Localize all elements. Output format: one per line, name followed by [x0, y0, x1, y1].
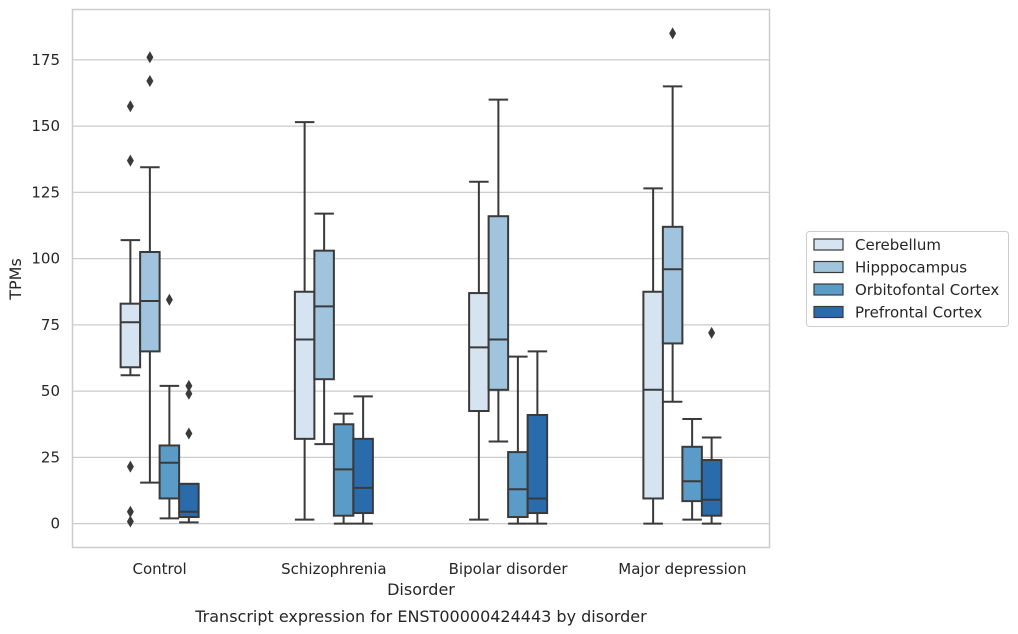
y-tick-label: 25 [41, 448, 60, 466]
chart-caption: Transcript expression for ENST0000042444… [194, 607, 647, 626]
outlier-marker [126, 505, 134, 518]
y-tick-label: 150 [31, 117, 60, 135]
x-tick-label: Control [133, 560, 187, 578]
box-iqr [700, 459, 723, 517]
y-tick-label: 50 [41, 382, 60, 400]
box-3-1 [352, 395, 374, 525]
y-tick-label: 100 [31, 250, 60, 268]
legend-swatch [813, 305, 844, 319]
box-iqr [178, 482, 200, 519]
x-tick-labels: Control Schizophrenia Bipolar disorder Majo… [133, 560, 747, 578]
box-0-0 [119, 100, 142, 528]
outlier-marker [185, 379, 193, 392]
legend-swatch [813, 260, 844, 274]
x-axis-label: Disorder [387, 580, 455, 599]
outlier-marker [146, 75, 154, 88]
box-1-3 [661, 27, 684, 403]
legend-label: Orbitofontal Cortex [855, 281, 999, 299]
legend-frame [806, 231, 1009, 327]
legend-swatch [813, 238, 844, 251]
plot-frame [71, 8, 771, 549]
outlier-marker [146, 51, 154, 64]
y-axis-label: TPMs [6, 258, 25, 301]
outlier-marker [126, 100, 134, 113]
box-3-2 [526, 350, 549, 525]
outlier-marker [185, 387, 193, 400]
outlier-marker [126, 154, 134, 167]
outlier-marker [185, 427, 193, 440]
outlier-marker [126, 515, 134, 528]
box-iqr [158, 444, 181, 500]
legend-label: Cerebellum [855, 236, 941, 254]
box-2-1 [332, 412, 355, 525]
box-1-2 [487, 98, 510, 443]
box-iqr [119, 302, 142, 369]
box-0-3 [642, 187, 664, 525]
box-2-3 [681, 417, 703, 521]
box-3-3 [700, 326, 723, 525]
x-tick-label: Bipolar disorder [449, 560, 569, 578]
box-plot-marks [119, 27, 723, 528]
y-tick-labels: 0 25 50 75 100 125 150 175 [31, 51, 60, 533]
y-tick-label: 125 [31, 183, 60, 201]
box-3-0 [178, 379, 200, 524]
box-iqr [487, 215, 510, 391]
legend-swatch [813, 283, 844, 296]
box-1-0 [139, 51, 161, 484]
box-iqr [661, 225, 684, 345]
box-iqr [352, 437, 374, 515]
legend-label: Hipppocampus [855, 259, 967, 277]
outlier-marker [669, 27, 677, 40]
outlier-marker [165, 293, 173, 306]
box-iqr [313, 249, 335, 381]
legend: Cerebellum Hipppocampus Orbitofontal Corte… [806, 231, 1009, 327]
box-2-2 [507, 355, 529, 525]
legend-label: Prefrontal Cortex [855, 304, 982, 322]
box-iqr [526, 413, 549, 515]
box-iqr [468, 292, 490, 413]
box-0-2 [468, 180, 490, 521]
outlier-marker [126, 460, 134, 473]
box-0-1 [293, 121, 316, 521]
outlier-marker [708, 326, 716, 339]
box-iqr [507, 451, 529, 519]
y-tick-label: 175 [31, 51, 60, 69]
x-tick-label: Schizophrenia [281, 560, 386, 578]
y-tick-label: 0 [50, 515, 60, 533]
x-tick-label: Major depression [618, 560, 746, 578]
box-iqr [293, 290, 316, 440]
box-iqr [681, 445, 703, 503]
box-2-0 [158, 293, 181, 520]
y-tick-label: 75 [41, 316, 60, 334]
box-iqr [642, 290, 664, 500]
box-1-1 [313, 212, 335, 446]
